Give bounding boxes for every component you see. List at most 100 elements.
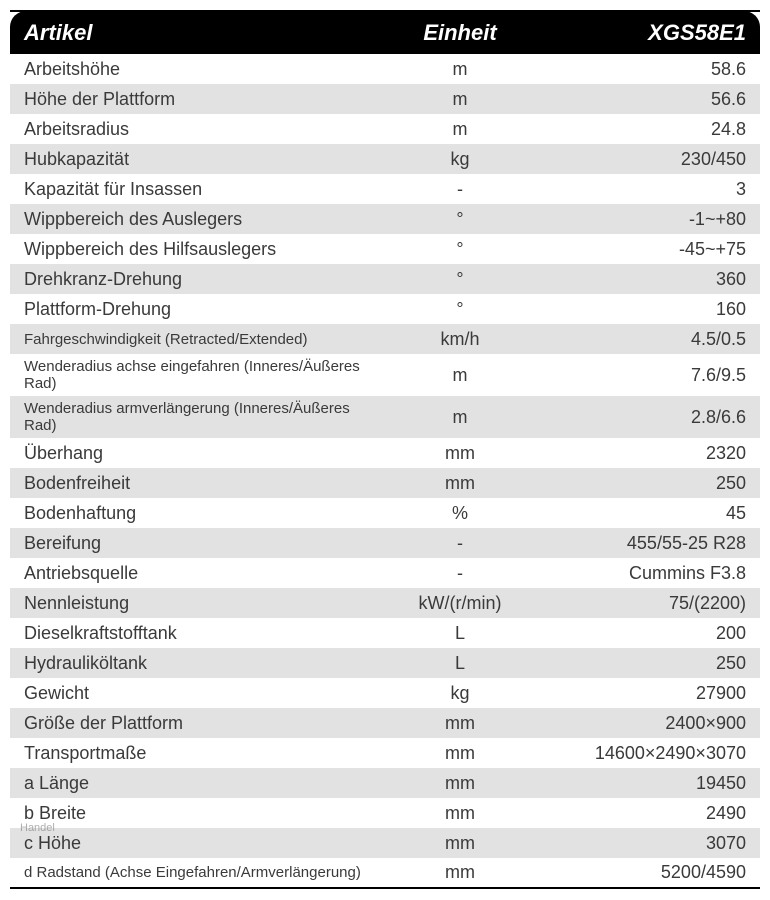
cell-label: Bodenfreiheit <box>10 468 400 498</box>
cell-unit: m <box>400 54 520 84</box>
cell-unit: km/h <box>400 324 520 354</box>
cell-unit: - <box>400 558 520 588</box>
table-row: Wenderadius achse eingefahren (Inneres/Ä… <box>10 354 760 396</box>
header-label: Artikel <box>10 11 400 54</box>
table-row: Bereifung-455/55-25 R28 <box>10 528 760 558</box>
cell-value: 45 <box>520 498 760 528</box>
cell-value: 3 <box>520 174 760 204</box>
cell-unit: - <box>400 528 520 558</box>
cell-label: a Länge <box>10 768 400 798</box>
cell-value: 230/450 <box>520 144 760 174</box>
cell-unit: ° <box>400 294 520 324</box>
cell-value: 56.6 <box>520 84 760 114</box>
cell-label: Wenderadius armverlängerung (Inneres/Äuß… <box>10 396 400 438</box>
cell-value: 2.8/6.6 <box>520 396 760 438</box>
cell-unit: mm <box>400 738 520 768</box>
cell-label: Bodenhaftung <box>10 498 400 528</box>
table-header-row: Artikel Einheit XGS58E1 <box>10 11 760 54</box>
cell-label: Wippbereich des Hilfsauslegers <box>10 234 400 264</box>
spec-table: Artikel Einheit XGS58E1 Arbeitshöhem58.6… <box>10 10 760 889</box>
cell-unit: kg <box>400 144 520 174</box>
cell-unit: m <box>400 396 520 438</box>
table-row: Wenderadius armverlängerung (Inneres/Äuß… <box>10 396 760 438</box>
cell-label: Transportmaße <box>10 738 400 768</box>
cell-unit: m <box>400 84 520 114</box>
cell-label: Arbeitsradius <box>10 114 400 144</box>
cell-value: 200 <box>520 618 760 648</box>
cell-value: 2400×900 <box>520 708 760 738</box>
table-row: Plattform-Drehung°160 <box>10 294 760 324</box>
table-row: Kapazität für Insassen-3 <box>10 174 760 204</box>
cell-label: Fahrgeschwindigkeit (Retracted/Extended) <box>10 324 400 354</box>
table-row: Bodenfreiheitmm250 <box>10 468 760 498</box>
cell-value: 2490 <box>520 798 760 828</box>
cell-value: 27900 <box>520 678 760 708</box>
table-row: Größe der Plattformmm2400×900 <box>10 708 760 738</box>
cell-value: 14600×2490×3070 <box>520 738 760 768</box>
table-row: Arbeitshöhem58.6 <box>10 54 760 84</box>
cell-value: -45~+75 <box>520 234 760 264</box>
cell-label: b Breite <box>10 798 400 828</box>
cell-unit: L <box>400 648 520 678</box>
cell-label: c Höhe <box>10 828 400 858</box>
table-row: Bodenhaftung%45 <box>10 498 760 528</box>
cell-label: Hubkapazität <box>10 144 400 174</box>
cell-value: 455/55-25 R28 <box>520 528 760 558</box>
cell-value: 250 <box>520 468 760 498</box>
cell-label: Überhang <box>10 438 400 468</box>
cell-label: Arbeitshöhe <box>10 54 400 84</box>
cell-unit: mm <box>400 438 520 468</box>
cell-label: Antriebsquelle <box>10 558 400 588</box>
cell-unit: ° <box>400 234 520 264</box>
cell-value: -1~+80 <box>520 204 760 234</box>
header-unit: Einheit <box>400 11 520 54</box>
cell-unit: mm <box>400 768 520 798</box>
cell-unit: L <box>400 618 520 648</box>
table-row: Fahrgeschwindigkeit (Retracted/Extended)… <box>10 324 760 354</box>
table-row: Wippbereich des Hilfsauslegers°-45~+75 <box>10 234 760 264</box>
cell-label: Wenderadius achse eingefahren (Inneres/Ä… <box>10 354 400 396</box>
cell-value: 250 <box>520 648 760 678</box>
table-row: b Breitemm2490 <box>10 798 760 828</box>
table-row: Überhangmm2320 <box>10 438 760 468</box>
table-row: NennleistungkW/(r/min)75/(2200) <box>10 588 760 618</box>
cell-value: 2320 <box>520 438 760 468</box>
cell-unit: kW/(r/min) <box>400 588 520 618</box>
cell-unit: m <box>400 114 520 144</box>
table-row: Arbeitsradiusm24.8 <box>10 114 760 144</box>
table-row: DieselkraftstofftankL200 <box>10 618 760 648</box>
cell-value: 360 <box>520 264 760 294</box>
table-row: d Radstand (Achse Eingefahren/Armverläng… <box>10 858 760 888</box>
cell-label: Bereifung <box>10 528 400 558</box>
cell-value: 160 <box>520 294 760 324</box>
cell-label: Wippbereich des Auslegers <box>10 204 400 234</box>
cell-unit: ° <box>400 264 520 294</box>
cell-value: 4.5/0.5 <box>520 324 760 354</box>
cell-unit: mm <box>400 468 520 498</box>
cell-value: 19450 <box>520 768 760 798</box>
table-row: Drehkranz-Drehung°360 <box>10 264 760 294</box>
cell-unit: ° <box>400 204 520 234</box>
table-row: Transportmaßemm14600×2490×3070 <box>10 738 760 768</box>
cell-value: 3070 <box>520 828 760 858</box>
header-value: XGS58E1 <box>520 11 760 54</box>
cell-label: d Radstand (Achse Eingefahren/Armverläng… <box>10 858 400 888</box>
cell-label: Kapazität für Insassen <box>10 174 400 204</box>
cell-value: 58.6 <box>520 54 760 84</box>
cell-label: Höhe der Plattform <box>10 84 400 114</box>
cell-unit: - <box>400 174 520 204</box>
table-row: Höhe der Plattformm56.6 <box>10 84 760 114</box>
cell-label: Größe der Plattform <box>10 708 400 738</box>
table-row: c Höhemm3070 <box>10 828 760 858</box>
cell-label: Plattform-Drehung <box>10 294 400 324</box>
cell-label: Nennleistung <box>10 588 400 618</box>
cell-value: Cummins F3.8 <box>520 558 760 588</box>
table-row: HydrauliköltankL250 <box>10 648 760 678</box>
cell-unit: mm <box>400 708 520 738</box>
cell-unit: kg <box>400 678 520 708</box>
table-row: Hubkapazitätkg230/450 <box>10 144 760 174</box>
cell-unit: mm <box>400 798 520 828</box>
cell-label: Hydrauliköltank <box>10 648 400 678</box>
cell-value: 24.8 <box>520 114 760 144</box>
cell-unit: mm <box>400 858 520 888</box>
